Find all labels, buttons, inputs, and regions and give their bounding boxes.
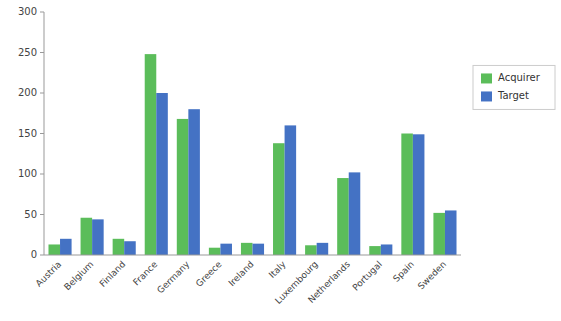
bar — [220, 244, 232, 255]
bar — [337, 178, 349, 255]
x-tick-label: Netherlands — [306, 259, 352, 305]
bar — [349, 172, 361, 255]
bar — [48, 244, 60, 255]
x-tick-label: Spain — [391, 259, 416, 284]
bar — [305, 245, 317, 255]
bar — [241, 243, 253, 255]
bar — [81, 218, 93, 255]
bar — [381, 244, 393, 255]
bar — [145, 54, 157, 255]
bar — [124, 241, 136, 255]
chart-svg: 0 50 100 150 200 250 300 AustriaBelgiumFinlandF… — [0, 0, 561, 321]
x-tick-label: France — [131, 259, 160, 288]
x-axis-line — [44, 255, 461, 256]
legend-label: Target — [497, 90, 529, 101]
x-tick-label: Italy — [267, 259, 288, 280]
y-tick — [40, 93, 44, 94]
y-tick — [40, 52, 44, 53]
x-tick-label: Sweden — [416, 259, 448, 291]
x-tick-label: Belgium — [62, 259, 95, 292]
y-tick-label: 150 — [18, 128, 37, 139]
y-tick — [40, 12, 44, 13]
chart-container: 0 50 100 150 200 250 300 AustriaBelgiumFinlandF… — [0, 0, 561, 321]
bar — [92, 219, 104, 255]
bar — [60, 239, 72, 255]
legend-frame — [473, 65, 555, 109]
bar — [113, 239, 125, 255]
bar — [369, 246, 381, 255]
bar — [433, 213, 445, 255]
bar — [401, 134, 413, 256]
bar — [177, 119, 189, 255]
y-tick-label: 250 — [18, 47, 37, 58]
bar — [285, 125, 297, 255]
y-tick-label: 100 — [18, 168, 37, 179]
x-tick-label: Portugal — [351, 259, 384, 292]
bar — [188, 109, 200, 255]
y-tick-label: 200 — [18, 87, 37, 98]
legend-swatch — [481, 73, 492, 83]
bar — [317, 243, 329, 255]
x-tick-label: Greece — [194, 259, 224, 289]
bar — [413, 134, 425, 255]
bars — [48, 54, 456, 255]
x-tick-label: Germany — [155, 259, 192, 296]
x-tick-label: Austria — [34, 259, 64, 289]
x-tick-label: Finland — [98, 259, 128, 289]
bar — [273, 143, 285, 255]
x-tick-label: Ireland — [227, 259, 256, 288]
y-tick — [40, 174, 44, 175]
y-tick-label: 300 — [18, 6, 37, 17]
bar — [253, 244, 265, 255]
y-tick — [40, 255, 44, 256]
y-tick-label: 0 — [31, 249, 37, 260]
legend-swatch — [481, 91, 492, 101]
legend: Acquirer Target — [473, 65, 555, 109]
bar — [209, 248, 221, 255]
legend-label: Acquirer — [498, 72, 541, 83]
y-tick — [40, 214, 44, 215]
y-tick — [40, 133, 44, 134]
y-tick-label: 50 — [24, 209, 37, 220]
bar — [445, 210, 457, 255]
bar — [156, 93, 168, 255]
